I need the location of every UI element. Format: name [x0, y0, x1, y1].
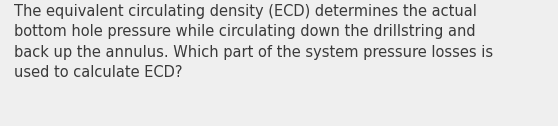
Text: The equivalent circulating density (ECD) determines the actual
bottom hole press: The equivalent circulating density (ECD)… [14, 4, 493, 80]
